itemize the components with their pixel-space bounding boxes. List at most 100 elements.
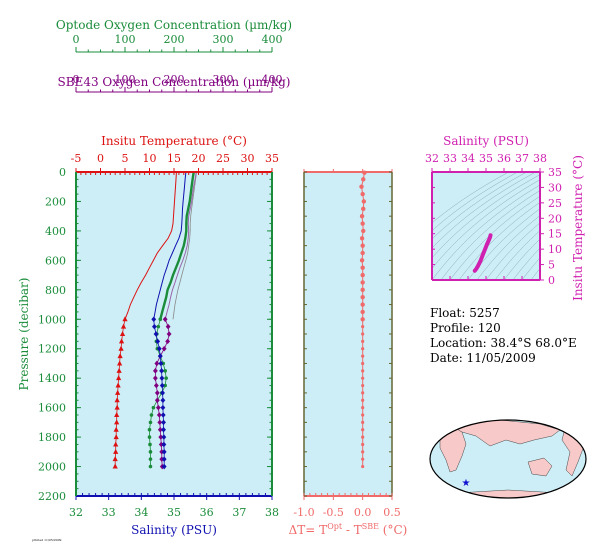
ts-curve [472, 233, 493, 273]
delta-point [361, 376, 365, 380]
ts-temperature-tick-label: 0 [548, 274, 555, 287]
delta-point [360, 280, 365, 285]
ts-density-contour [521, 257, 540, 280]
optode-point [148, 420, 153, 425]
sbe43-axis-tick-label: 200 [164, 73, 185, 86]
temperature-point [117, 353, 123, 359]
delta-point [360, 272, 365, 278]
sbe43-point [159, 449, 165, 455]
delta-point [361, 428, 365, 432]
delta-point [361, 347, 365, 351]
profile-plot-area [76, 172, 272, 496]
delta-point [361, 457, 365, 461]
delta-point [359, 213, 365, 219]
profile-date: Date: 11/05/2009 [430, 351, 536, 365]
profile-frame [75, 171, 273, 497]
ts-temperature-tick-label: 35 [548, 166, 562, 179]
profile-number: Profile: 120 [430, 321, 501, 335]
ts-density-contour [530, 268, 540, 280]
temperature-point [118, 345, 124, 351]
salinity-point [160, 397, 166, 404]
optode-axis-title: Optode Oxygen Concentration (µm/kg) [56, 18, 292, 32]
salinity-point [151, 316, 157, 323]
ts-temperature-title: Insitu Temperature (°C) [571, 155, 585, 301]
salinity-point [158, 360, 164, 367]
delta-point [361, 228, 366, 234]
pressure-tick-label: 2000 [38, 461, 66, 474]
optode-point [163, 369, 167, 373]
delta-point [361, 391, 365, 395]
salinity-tick-label: 38 [265, 506, 279, 519]
ts-density-contour [432, 172, 528, 240]
float-location: Location: 38.4°S 68.0°E [430, 336, 577, 350]
salinity-point [161, 456, 167, 462]
salinity-point [161, 441, 167, 448]
ts-density-contour [440, 190, 540, 280]
ts-salinity-ticks: 32 33 34 35 36 37 38 [425, 152, 547, 281]
delta-point [361, 383, 365, 388]
delta-point [361, 450, 365, 454]
sbe43-axis-tick-label: 100 [115, 73, 136, 86]
delta-axis-title-sbe: SBE [362, 522, 379, 531]
ts-density-contour [512, 247, 540, 280]
pressure-tick-label: 400 [45, 225, 66, 238]
temperature-point [116, 367, 122, 373]
salinity-point [159, 382, 165, 389]
sbe43-point [153, 382, 159, 389]
delta-axis-title-b: - T [342, 523, 362, 537]
ts-density-contour [494, 230, 540, 280]
temperature-point [119, 331, 126, 336]
ts-temperature-ticks: 0 5 10 15 20 25 30 35 [432, 166, 562, 287]
salinity-point [157, 353, 163, 359]
salinity-point [159, 375, 165, 381]
delta-axis-title-c: (°C) [379, 523, 407, 537]
delta-point [360, 302, 365, 307]
delta-point [359, 236, 365, 241]
optode-axis-tick-label: 200 [164, 33, 185, 46]
delta-panel: -1.0 -0.5 0.0 0.5 ΔT= TOpt - TSBE (°C) [289, 169, 408, 537]
temperature-point [115, 382, 121, 388]
optode-point [158, 317, 163, 322]
ts-density-contour [432, 179, 540, 269]
optode-point [151, 405, 156, 410]
salinity-point [161, 419, 166, 426]
temperature-point [117, 360, 123, 366]
temperature-axis-title: Insitu Temperature (°C) [101, 134, 247, 148]
temperature-point [120, 323, 127, 329]
delta-point [361, 369, 365, 373]
optode-point [148, 442, 152, 447]
ts-density-contour [476, 215, 540, 280]
sbe43-point [158, 434, 164, 440]
optode-point [148, 464, 153, 469]
delta-tick-label: -0.5 [323, 506, 344, 519]
float-number: Float: 5257 [430, 306, 500, 320]
map-land-eurasia [443, 420, 561, 447]
map-outline [429, 419, 587, 499]
pressure-tick-label: 1800 [38, 431, 66, 444]
delta-point [359, 184, 364, 189]
delta-point [360, 265, 365, 270]
ts-salinity-tick-label: 34 [461, 152, 475, 165]
delta-point [359, 258, 365, 263]
temperature-point [122, 316, 128, 322]
sbe43-point [161, 345, 167, 352]
delta-axis-title: ΔT= TOpt - TSBE (°C) [289, 522, 408, 537]
delta-point [360, 191, 365, 197]
delta-point [361, 339, 365, 343]
delta-axis-title-a: ΔT= T [289, 523, 328, 537]
optode-point [147, 435, 152, 439]
ts-temperature-tick-label: 20 [548, 212, 562, 225]
salinity-point [161, 463, 167, 470]
salinity-point [161, 449, 167, 455]
ts-salinity-tick-label: 37 [515, 152, 529, 165]
ts-temperature-tick-label: 30 [548, 181, 562, 194]
ts-series [472, 233, 493, 273]
delta-point [361, 332, 365, 336]
sbe43-point [154, 397, 160, 404]
ts-plot-area [432, 172, 540, 280]
temperature-point [114, 412, 120, 417]
ts-temperature-tick-label: 10 [548, 243, 562, 256]
map-ocean [430, 420, 586, 498]
optode-point [148, 450, 153, 454]
salinity-point [156, 345, 162, 352]
